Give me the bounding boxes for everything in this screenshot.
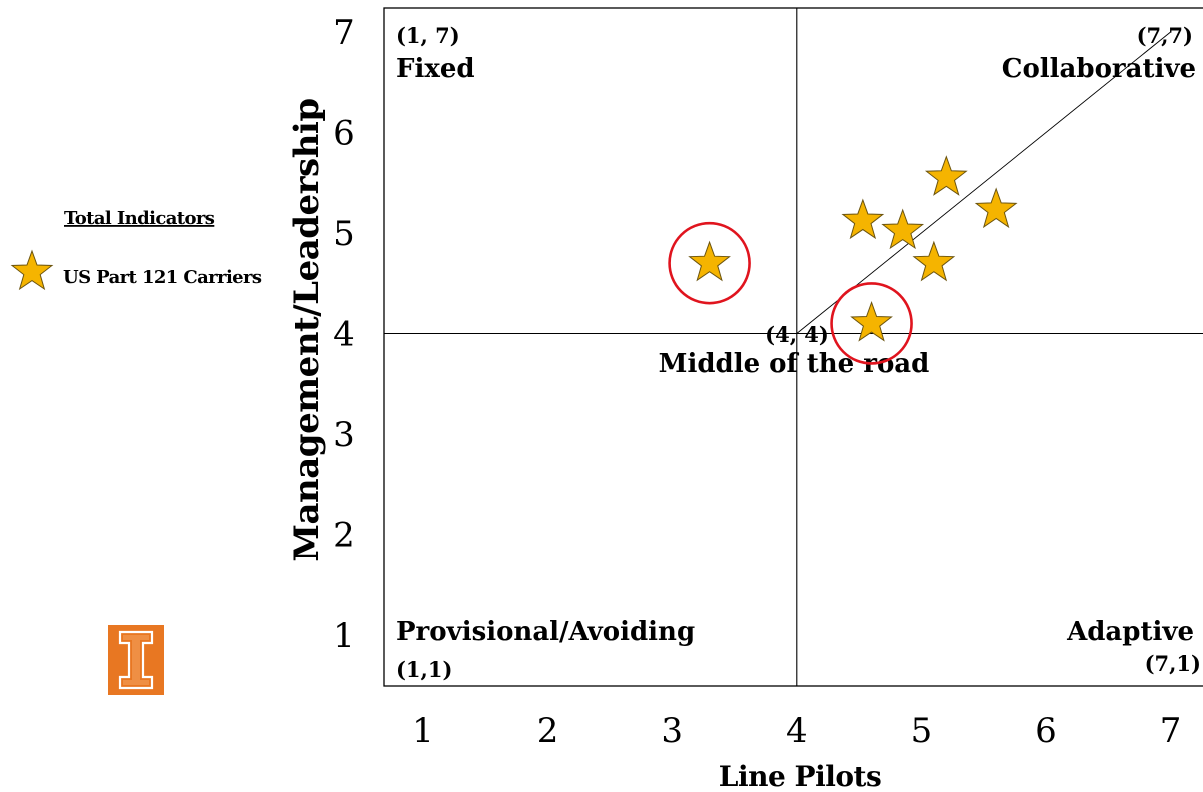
x-tick-label: 4 xyxy=(786,711,808,751)
reference-line-diagonal xyxy=(796,31,1171,334)
provisional-coord-label: (1,1) xyxy=(396,657,452,682)
legend-star-icon xyxy=(10,249,54,291)
x-axis-title: Line Pilots xyxy=(719,760,881,792)
data-point-star xyxy=(924,155,968,196)
axis-ticks: 1 2 3 4 5 6 7 1 2 3 4 5 6 7 xyxy=(333,13,1181,751)
highlight-circle xyxy=(830,282,913,365)
plot-frame xyxy=(383,7,1203,687)
y-tick-label: 1 xyxy=(333,616,355,656)
data-point-star xyxy=(688,240,731,282)
middle-coord-label: (4, 4) xyxy=(765,322,829,347)
y-axis-title: Management/Leadership xyxy=(287,98,327,561)
y-tick-label: 4 xyxy=(333,315,355,355)
legend-entry-label: US Part 121 Carriers xyxy=(63,267,262,288)
fixed-coord-label: (1, 7) xyxy=(396,23,460,48)
legend-title: Total Indicators xyxy=(64,208,215,229)
y-tick-label: 3 xyxy=(333,415,355,455)
logo-block-i-outline xyxy=(118,630,154,690)
x-tick-label: 6 xyxy=(1035,711,1057,751)
x-tick-label: 5 xyxy=(911,711,933,751)
middle-quadrant-label: Middle of the road xyxy=(659,349,930,379)
data-point-star xyxy=(974,187,1018,229)
x-tick-label: 7 xyxy=(1160,711,1182,751)
university-block-i-logo xyxy=(108,625,164,695)
data-point-star xyxy=(881,208,925,250)
y-tick-label: 5 xyxy=(333,214,355,254)
data-point-star xyxy=(850,300,893,342)
x-tick-label: 3 xyxy=(661,711,683,751)
collaborative-coord-label: (7,7) xyxy=(1137,23,1193,48)
data-point-star xyxy=(841,198,885,240)
adaptive-coord-label: (7,1) xyxy=(1145,651,1201,676)
quadrant-annotations: (1, 7) Fixed (7,7) Collaborative (4, 4)Middl… xyxy=(396,23,1201,682)
logo-block-i-fill xyxy=(123,635,149,685)
data-point-star xyxy=(912,240,956,282)
x-tick-label: 2 xyxy=(537,711,559,751)
data-points xyxy=(668,155,1018,365)
adaptive-quadrant-label: Adaptive xyxy=(1066,617,1194,647)
provisional-quadrant-label: Provisional/Avoiding xyxy=(396,617,695,647)
y-tick-label: 7 xyxy=(333,13,355,53)
fixed-quadrant-label: Fixed xyxy=(396,54,475,84)
x-tick-label: 1 xyxy=(412,711,434,751)
highlight-circle xyxy=(668,221,751,305)
y-tick-label: 6 xyxy=(333,114,355,154)
collaborative-quadrant-label: Collaborative xyxy=(1002,54,1196,84)
y-tick-label: 2 xyxy=(333,516,355,556)
axis-titles: Line Pilots Management/Leadership xyxy=(287,98,882,792)
plot-area xyxy=(383,7,1203,687)
reference-lines xyxy=(384,8,1203,686)
legend: Total Indicators US Part 121 Carriers xyxy=(10,208,263,291)
